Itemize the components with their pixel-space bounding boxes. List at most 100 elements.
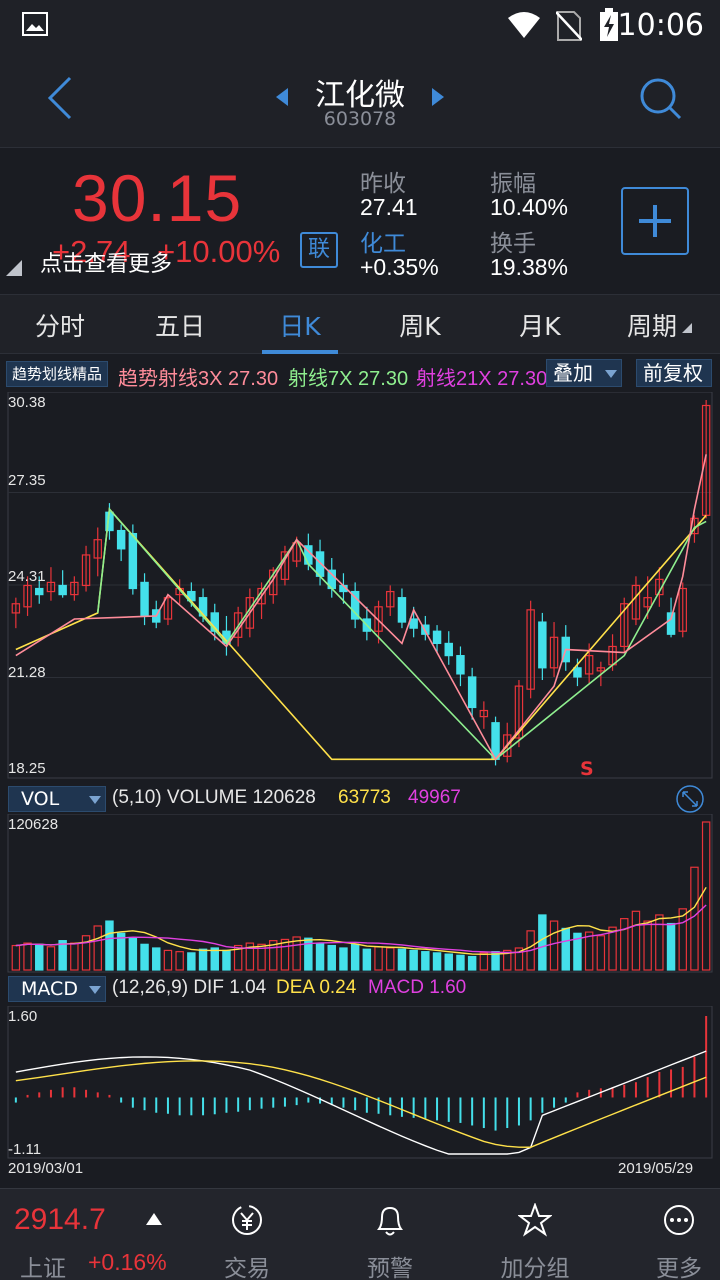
tab-period[interactable]: 周期 <box>626 312 677 341</box>
candle <box>666 612 676 635</box>
volume-bar <box>269 940 278 971</box>
volume-bar <box>280 938 290 971</box>
candle <box>93 539 102 559</box>
volume-bar <box>655 914 664 971</box>
price-axis-label: 24.31 <box>8 568 46 585</box>
sector-label[interactable]: 化工 <box>360 231 406 257</box>
volume-bar <box>467 955 477 971</box>
price-axis-label: 27.35 <box>8 472 46 489</box>
volume-bar <box>608 926 617 971</box>
volume-ma10: 49967 <box>408 787 461 808</box>
link-button[interactable]: 联 <box>300 232 338 268</box>
volume-ma5: 63773 <box>338 787 391 808</box>
sector-change: +0.35% <box>360 254 439 280</box>
volume-chart[interactable] <box>0 814 720 974</box>
candle <box>409 618 418 629</box>
chevron-down-icon <box>89 796 101 804</box>
volume-indicator-dropdown[interactable]: VOL <box>8 786 106 812</box>
plus-icon <box>639 205 671 237</box>
tab-monthly-k[interactable]: 月K <box>519 312 561 341</box>
price-change: +2.74 +10.00% <box>52 234 280 270</box>
volume-bar <box>175 951 184 971</box>
volume-bar <box>140 943 149 971</box>
turnover-label: 换手 <box>490 231 536 257</box>
volume-bar <box>421 951 430 971</box>
macd-max-label: 1.60 <box>8 1008 38 1025</box>
sell-signal-marker: S <box>580 758 594 780</box>
volume-bar <box>35 943 44 971</box>
candle <box>620 603 629 648</box>
macd-dif: (12,26,9) DIF 1.04 <box>112 977 267 998</box>
volume-ma5-line <box>15 886 707 956</box>
fullscreen-icon[interactable] <box>674 784 706 814</box>
prev-stock-icon[interactable] <box>274 86 290 108</box>
candle <box>678 587 687 632</box>
chevron-down-icon <box>89 986 101 994</box>
volume-bar <box>386 947 395 971</box>
kline-chart[interactable] <box>0 392 720 782</box>
macd-dea: DEA 0.24 <box>276 977 357 998</box>
volume-bar <box>514 947 524 971</box>
macd-indicator-dropdown[interactable]: MACD <box>8 976 106 1002</box>
candle <box>23 584 32 608</box>
macd-dea-line <box>15 1060 707 1148</box>
macd-chart[interactable] <box>0 1006 720 1162</box>
title-bar: 江化微 603078 <box>0 52 720 147</box>
index-name: 上证 <box>20 1256 66 1280</box>
add-watchlist-button[interactable] <box>621 187 689 255</box>
adjust-dropdown[interactable]: 前复权 <box>636 359 712 387</box>
volume-bar <box>233 944 243 971</box>
index-value[interactable]: 2914.7 <box>14 1203 106 1236</box>
change-percent: +10.00% <box>157 234 281 269</box>
overlay-dropdown[interactable]: 叠加 <box>546 359 622 387</box>
candle <box>514 685 524 739</box>
volume-bar <box>23 942 32 971</box>
candle <box>456 655 465 675</box>
bell-icon <box>377 1206 403 1236</box>
candle <box>350 590 360 620</box>
stock-name: 江化微 <box>315 78 405 113</box>
volume-bar <box>561 927 570 971</box>
star-icon <box>518 1203 552 1237</box>
candle <box>46 581 56 593</box>
volume-bar <box>690 866 699 971</box>
volume-bar <box>503 949 512 971</box>
tab-five-day[interactable]: 五日 <box>154 312 205 341</box>
candle <box>432 630 442 645</box>
candle <box>503 734 512 757</box>
chevron-down-icon <box>605 370 617 378</box>
candle <box>643 597 652 608</box>
ma2-label: 射线7X 27.30 <box>288 368 409 390</box>
candle <box>374 606 383 632</box>
back-icon[interactable] <box>46 76 76 120</box>
next-stock-icon[interactable] <box>430 86 446 108</box>
candle <box>538 621 547 669</box>
volume-header: VOL (5,10) VOLUME 120628 63773 49967 <box>0 784 720 814</box>
volume-bar <box>350 943 360 971</box>
volume-bar <box>456 954 465 971</box>
stock-code: 603078 <box>323 108 397 130</box>
candle <box>35 587 44 596</box>
price-axis-label: 30.38 <box>8 394 46 411</box>
battery-charging-icon <box>600 8 618 41</box>
volume-bar <box>105 920 114 971</box>
volume-bar <box>198 948 208 971</box>
ma3-label: 射线21X 27.30 <box>416 368 548 390</box>
tab-intraday[interactable]: 分时 <box>34 312 85 341</box>
volume-bar <box>397 948 407 971</box>
candle <box>292 542 301 562</box>
volume-bar <box>257 943 266 971</box>
macd-header: MACD (12,26,9) DIF 1.04 DEA 0.24 MACD 1.… <box>0 974 720 1004</box>
view-more-hint[interactable]: 点击查看更多 <box>40 252 173 277</box>
volume-bar <box>643 920 652 971</box>
no-sim-icon <box>556 11 582 41</box>
candle <box>655 578 664 596</box>
indicator-selector[interactable]: 趋势划线精品 <box>6 361 109 387</box>
tab-daily-k[interactable]: 日K <box>279 312 321 341</box>
candle <box>11 603 21 614</box>
candle <box>140 581 149 617</box>
tab-weekly-k[interactable]: 周K <box>399 312 441 341</box>
candle <box>479 709 489 718</box>
search-icon[interactable] <box>638 76 682 120</box>
macd-value: MACD 1.60 <box>368 977 467 998</box>
